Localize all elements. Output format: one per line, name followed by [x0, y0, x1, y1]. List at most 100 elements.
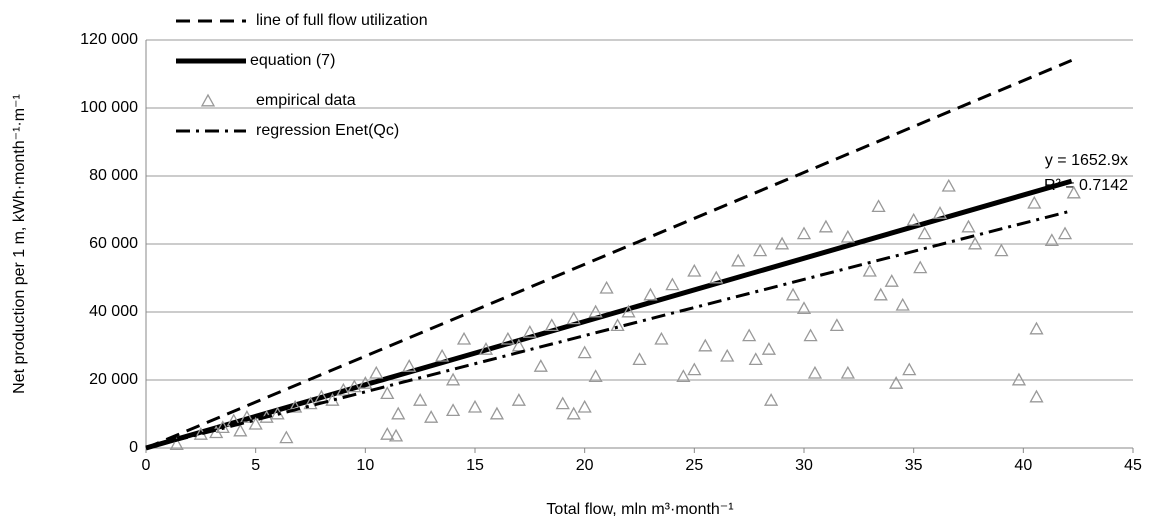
y-tick-label: 80 000	[89, 167, 138, 184]
data-point	[215, 420, 230, 434]
data-point	[774, 236, 790, 250]
data-point	[932, 206, 948, 219]
data-point	[902, 362, 917, 376]
data-point	[687, 263, 702, 277]
x-tick-label: 10	[356, 457, 374, 474]
data-point	[303, 396, 318, 410]
data-point	[803, 328, 818, 342]
data-point	[840, 229, 855, 243]
data-point	[763, 393, 779, 406]
data-point	[467, 399, 483, 413]
data-point	[1044, 233, 1059, 247]
data-point	[233, 423, 248, 437]
x-tick-label: 25	[685, 457, 703, 474]
data-point	[239, 410, 254, 423]
data-point	[1027, 195, 1042, 209]
x-axis-label: Total flow, mln m³·month⁻¹	[546, 501, 733, 518]
y-tick-label: 60 000	[89, 235, 138, 252]
y-tick-label: 20 000	[89, 371, 138, 388]
data-point	[511, 393, 526, 406]
data-point	[785, 287, 801, 301]
data-point	[588, 369, 603, 383]
data-point	[748, 352, 763, 366]
data-point	[665, 277, 680, 291]
data-point	[413, 393, 428, 406]
data-point	[358, 376, 373, 389]
equation-annotation: y = 1652.9x	[1045, 152, 1128, 169]
data-point	[588, 304, 603, 318]
data-point	[391, 406, 406, 420]
x-tick-label: 45	[1124, 457, 1142, 474]
data-point	[632, 352, 647, 366]
data-point	[445, 372, 461, 386]
y-tick-label: 100 000	[80, 99, 138, 116]
data-point	[889, 376, 904, 389]
data-point	[676, 369, 691, 383]
data-point	[388, 428, 404, 442]
data-point	[380, 427, 395, 440]
y-tick-label: 0	[129, 439, 138, 456]
data-point	[1011, 372, 1027, 386]
data-point	[967, 236, 983, 250]
legend-label: regression Enet(Qc)	[256, 122, 399, 139]
data-point	[643, 287, 658, 301]
y-axis-label: Net production per 1 m, kWh·month⁻¹·m⁻¹	[11, 94, 28, 394]
data-point	[279, 430, 294, 444]
data-point	[840, 365, 855, 379]
data-point	[1029, 321, 1044, 335]
data-point	[829, 318, 845, 332]
data-point	[369, 365, 384, 379]
data-point	[478, 342, 494, 355]
data-point	[698, 338, 713, 352]
data-point	[288, 399, 303, 413]
data-point	[862, 263, 877, 277]
data-point	[577, 345, 592, 359]
legend-label: equation (7)	[250, 52, 335, 69]
data-point	[753, 243, 768, 257]
data-point	[742, 328, 757, 342]
data-point	[873, 287, 888, 301]
data-point	[522, 325, 537, 338]
data-point	[566, 311, 581, 325]
data-point	[402, 359, 417, 372]
data-point	[533, 359, 548, 372]
data-point	[445, 403, 461, 417]
data-point	[599, 280, 614, 294]
data-point	[884, 274, 899, 287]
data-point	[621, 304, 636, 318]
series-line	[145, 59, 1073, 450]
data-point	[731, 253, 746, 267]
data-point	[807, 365, 823, 379]
data-point	[610, 318, 625, 332]
data-point	[709, 270, 724, 284]
x-tick-label: 30	[795, 457, 813, 474]
data-point	[511, 338, 526, 352]
data-point	[818, 219, 834, 233]
data-point	[248, 416, 263, 430]
data-point	[169, 437, 184, 451]
data-point	[687, 362, 702, 376]
x-tick-label: 15	[466, 457, 484, 474]
data-point	[544, 318, 559, 332]
data-point	[961, 219, 976, 233]
data-point	[566, 406, 581, 420]
data-point	[336, 382, 351, 396]
data-point	[796, 226, 812, 240]
data-point	[1066, 185, 1081, 199]
y-tick-label: 40 000	[89, 303, 138, 320]
data-point	[917, 226, 932, 240]
x-tick-label: 20	[576, 457, 594, 474]
x-tick-label: 5	[251, 457, 260, 474]
data-point	[434, 348, 450, 362]
data-point	[500, 331, 516, 345]
series-line	[145, 178, 1073, 451]
x-tick-label: 35	[905, 457, 923, 474]
data-point	[994, 243, 1009, 257]
x-tick-label: 40	[1014, 457, 1032, 474]
data-point	[489, 406, 505, 420]
data-point	[895, 297, 910, 311]
data-point	[941, 178, 956, 192]
data-point	[456, 331, 472, 345]
legend-label: empirical data	[256, 92, 356, 109]
